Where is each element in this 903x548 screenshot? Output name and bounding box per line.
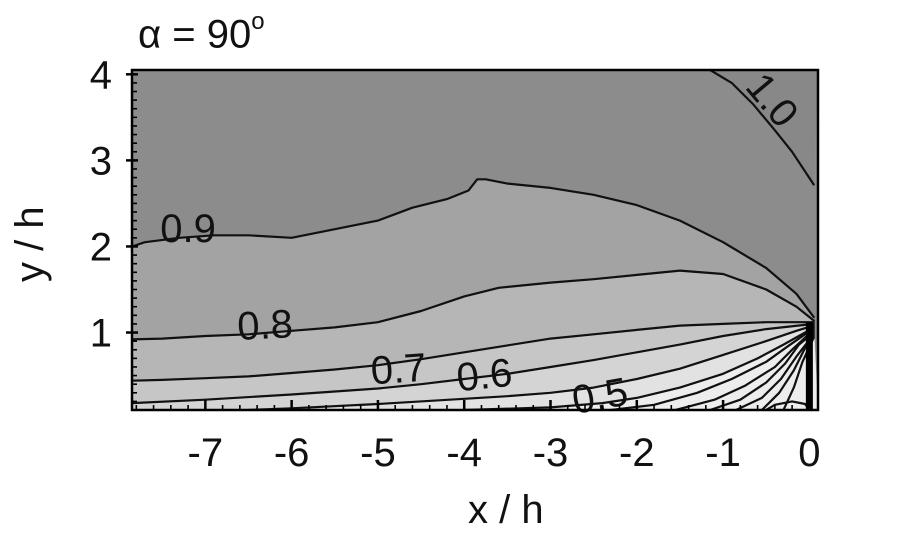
x-axis-label: x / h	[468, 488, 544, 532]
contour-line-1	[709, 70, 815, 186]
x-tick-label: 0	[798, 431, 820, 475]
contour-line-0.45	[463, 326, 815, 410]
contour-line-0.8	[132, 269, 815, 341]
contour-label-0.7: 0.7	[369, 346, 428, 394]
contour-fills	[132, 70, 818, 410]
x-tick-label: -6	[274, 431, 310, 475]
contour-label-0.6: 0.6	[454, 351, 514, 401]
x-tick-label: -3	[533, 431, 569, 475]
contour-line-0.7	[132, 321, 815, 382]
fill-band-below-0.5	[132, 325, 818, 410]
contour-line-0.25	[734, 333, 815, 410]
y-tick-label: 1	[90, 312, 112, 356]
y-tick-label: 2	[90, 225, 112, 269]
contour-line-0.6	[132, 322, 815, 405]
x-tick-label: -7	[188, 431, 224, 475]
y-axis-label: y / h	[8, 206, 52, 282]
contour-label-0.5: 0.5	[569, 370, 631, 423]
x-tick-label: -2	[619, 431, 655, 475]
x-tick-label: -1	[705, 431, 741, 475]
axes: -7 -6 -5 -4 -3 -2 -1 0 1 2 3 4	[90, 53, 821, 475]
plot-frame	[130, 68, 820, 412]
contour-label-0.9: 0.9	[160, 207, 216, 251]
contour-line-0.3	[709, 331, 815, 410]
title-degree: o	[251, 8, 265, 35]
fill-band-above-1.0	[710, 70, 818, 185]
contour-line-0.4	[609, 328, 815, 410]
title-symbol: α	[138, 12, 162, 57]
y-tick-label: 3	[90, 139, 112, 183]
y-tick-label: 4	[90, 53, 112, 97]
x-tick-label: -4	[446, 431, 482, 475]
title-equation: = 90	[161, 12, 252, 57]
fill-band-near-wall	[464, 327, 818, 410]
contour-label-0.8: 0.8	[236, 302, 294, 349]
x-tick-label: -5	[360, 431, 396, 475]
contour-line-0.9	[132, 178, 815, 319]
chart-title: α = 90o	[138, 8, 265, 57]
